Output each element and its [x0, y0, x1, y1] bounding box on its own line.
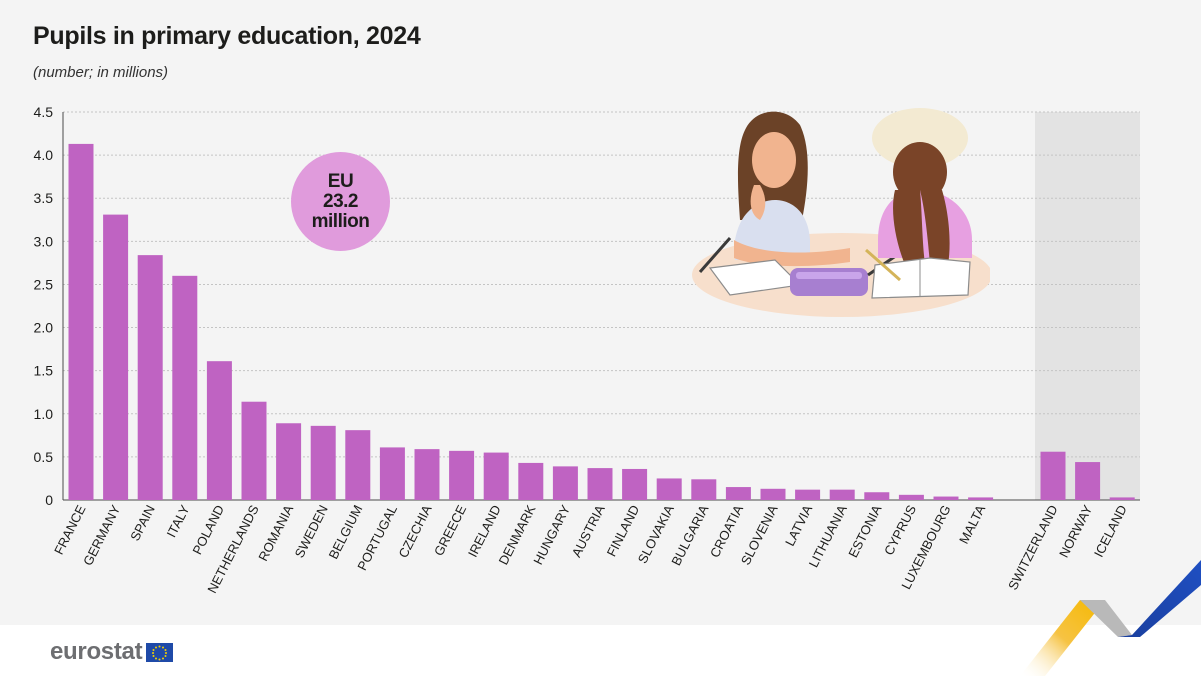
x-tick-label: FRANCE	[51, 502, 89, 557]
x-tick-label: ROMANIA	[255, 502, 296, 563]
footer	[0, 625, 1201, 676]
x-tick-label: FINLAND	[604, 503, 643, 559]
bar	[760, 488, 786, 500]
pupils-illustration	[692, 108, 990, 317]
bar	[691, 479, 717, 500]
y-tick-label: 3.0	[34, 233, 54, 249]
bar	[933, 496, 959, 500]
bar	[310, 425, 336, 500]
bar	[137, 255, 163, 500]
bar	[898, 494, 924, 500]
y-tick-label: 0.5	[34, 449, 54, 465]
bar	[449, 450, 475, 500]
x-tick-label: CROATIA	[707, 502, 746, 560]
y-tick-label: 4.0	[34, 147, 54, 163]
bar	[656, 478, 682, 500]
eu-badge-value: 23.2	[323, 190, 358, 212]
bar	[206, 361, 232, 500]
x-tick-label: IRELAND	[465, 503, 504, 560]
chart-subtitle: (number; in millions)	[33, 64, 169, 81]
bar	[829, 489, 855, 500]
x-tick-label: SWEDEN	[292, 503, 331, 561]
bar	[68, 143, 94, 500]
y-tick-label: 4.5	[34, 104, 54, 120]
chart-panel	[0, 0, 1201, 625]
bar	[518, 462, 544, 500]
x-tick-label: ITALY	[164, 502, 193, 540]
bar	[276, 423, 302, 500]
x-tick-label: SPAIN	[127, 503, 158, 544]
bar	[725, 487, 751, 500]
bar	[345, 430, 371, 500]
logo-text: eurostat	[50, 638, 143, 665]
eu-badge-unit: million	[311, 210, 370, 232]
bar	[1075, 462, 1101, 500]
y-tick-label: 2.0	[34, 320, 54, 336]
x-tick-label: ICELAND	[1091, 503, 1130, 560]
y-tick-label: 1.0	[34, 406, 54, 422]
chart-title: Pupils in primary education, 2024	[33, 22, 421, 50]
non-eu-shaded-area	[1035, 112, 1140, 500]
bar	[379, 447, 405, 500]
x-tick-label: MALTA	[956, 502, 988, 546]
bar	[1109, 497, 1135, 500]
bar-chart: 00.51.01.52.02.53.03.54.04.5FRANCEGERMAN…	[34, 104, 1140, 596]
eurostat-logo: eurostat	[50, 638, 174, 666]
x-tick-label: NORWAY	[1056, 502, 1095, 560]
x-tick-label: CYPRUS	[881, 502, 919, 557]
bar	[864, 492, 890, 500]
x-tick-label: POLAND	[189, 503, 227, 557]
bar	[414, 449, 440, 500]
eu-badge-label: EU	[327, 170, 354, 192]
y-tick-label: 2.5	[34, 276, 54, 292]
bar	[103, 214, 129, 501]
bar	[483, 452, 509, 500]
decorative-chevron-graphic	[1020, 560, 1201, 676]
x-tick-label: BELGIUM	[326, 503, 366, 562]
bar	[587, 468, 613, 500]
bar	[795, 489, 821, 500]
bar	[552, 466, 578, 500]
x-tick-label: AUSTRIA	[569, 502, 608, 559]
bar	[1040, 451, 1066, 500]
bar	[622, 468, 648, 500]
x-tick-label: GREECE	[431, 502, 469, 558]
eu-flag-icon	[146, 642, 174, 662]
eu-total-badge: EU 23.2 million	[291, 152, 390, 251]
bar	[241, 401, 267, 500]
y-tick-label: 1.5	[34, 363, 54, 379]
bar	[172, 275, 198, 500]
bar	[968, 497, 994, 500]
y-tick-label: 3.5	[34, 190, 54, 206]
x-tick-label: CZECHIA	[395, 502, 434, 560]
y-tick-label: 0	[45, 492, 53, 508]
x-tick-label: LATVIA	[782, 502, 815, 548]
x-tick-label: ESTONIA	[845, 502, 884, 560]
